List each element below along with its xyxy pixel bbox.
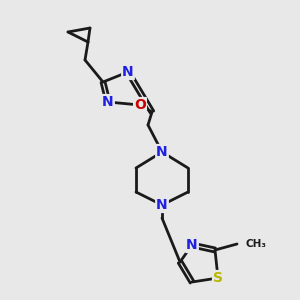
- Text: N: N: [102, 95, 114, 109]
- Text: CH₃: CH₃: [245, 239, 266, 249]
- Text: O: O: [134, 98, 146, 112]
- Text: S: S: [213, 271, 223, 285]
- Text: N: N: [186, 238, 198, 252]
- Text: N: N: [156, 145, 168, 159]
- Text: N: N: [156, 198, 168, 212]
- Text: N: N: [122, 65, 134, 79]
